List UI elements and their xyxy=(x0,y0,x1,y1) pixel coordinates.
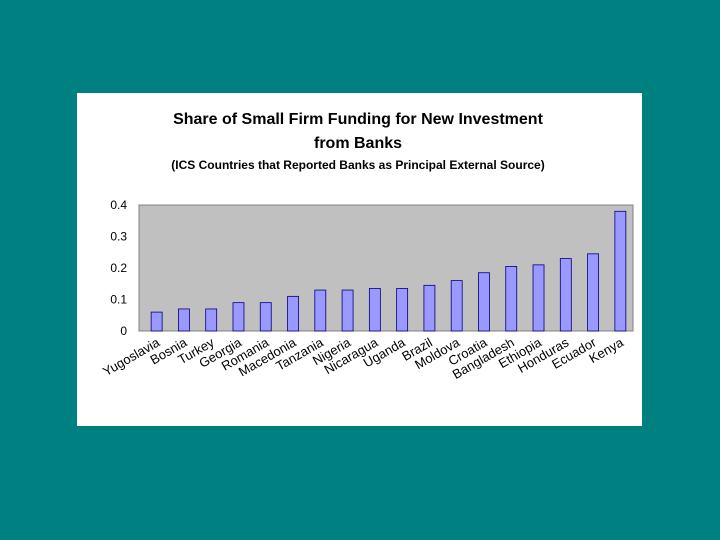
bar xyxy=(532,264,545,332)
y-tick-label: 0 xyxy=(120,324,127,338)
bar xyxy=(368,288,381,332)
plot-area xyxy=(138,204,634,332)
chart-subtitle: (ICS Countries that Reported Banks as Pr… xyxy=(171,158,544,172)
bar xyxy=(614,210,627,332)
bar xyxy=(559,258,572,332)
chart-title: Share of Small Firm Funding for New Inve… xyxy=(173,111,544,128)
bar xyxy=(341,289,354,332)
chart-title-line2: from Banks xyxy=(314,135,402,152)
bar xyxy=(505,266,518,332)
bar xyxy=(232,302,245,332)
y-tick-label: 0.4 xyxy=(110,198,127,212)
bar xyxy=(396,288,409,332)
y-tick-label: 0.2 xyxy=(110,261,127,275)
bar xyxy=(150,311,163,332)
y-tick-label: 0.1 xyxy=(110,293,127,307)
bar xyxy=(423,284,436,332)
bar xyxy=(478,272,490,332)
bar xyxy=(205,308,218,332)
bar xyxy=(587,253,599,332)
bar xyxy=(314,289,327,332)
chart-panel: Share of Small Firm Funding for New Inve… xyxy=(77,93,642,426)
bar-chart: Share of Small Firm Funding for New Inve… xyxy=(100,111,634,382)
bar xyxy=(178,308,190,332)
bar xyxy=(259,302,272,332)
y-tick-label: 0.3 xyxy=(110,230,127,244)
bar xyxy=(287,295,299,332)
bar xyxy=(450,280,463,332)
